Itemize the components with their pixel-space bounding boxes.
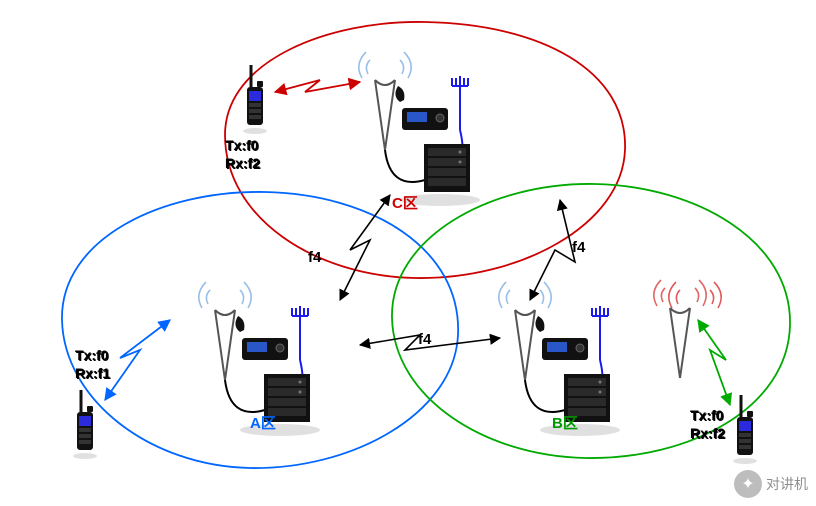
svg-text:Tx:f0: Tx:f0: [75, 347, 109, 363]
svg-text:Rx:f2: Rx:f2: [225, 155, 260, 171]
radio-link-top: [275, 80, 360, 92]
handheld-top: [243, 65, 267, 134]
txrx-left: Tx:f0 Tx:f0 Rx:f1 Rx:f1: [75, 347, 111, 382]
zone-label-c: C区: [392, 195, 418, 212]
freq-label-ac: f4: [308, 249, 322, 266]
zone-label-b: B区: [552, 415, 578, 432]
station-b-redwaves: [516, 282, 568, 308]
svg-text:Rx:f1: Rx:f1: [75, 365, 110, 381]
zone-label-a: A区: [250, 415, 276, 432]
txrx-top: Tx:f0 Tx:f0 Rx:f2 Rx:f2: [225, 137, 261, 172]
station-b-right-tower: [654, 280, 706, 378]
watermark: ✦ 对讲机: [734, 470, 808, 498]
radio-link-right: [698, 320, 730, 405]
svg-text:Rx:f2: Rx:f2: [690, 425, 725, 441]
svg-text:Tx:f0: Tx:f0: [225, 137, 259, 153]
svg-text:Tx:f0: Tx:f0: [690, 407, 724, 423]
txrx-right: Tx:f0 Tx:f0 Rx:f2 Rx:f2: [690, 407, 726, 442]
base-station-a: [199, 282, 320, 436]
base-station-c: [359, 52, 480, 206]
freq-label-bc: f4: [572, 239, 586, 256]
radio-link-left: [105, 320, 170, 400]
handheld-right: [733, 395, 757, 464]
station-b-waves-red: [669, 282, 721, 308]
handheld-left: [73, 390, 97, 459]
watermark-text: 对讲机: [766, 474, 808, 494]
wechat-icon: ✦: [734, 470, 762, 498]
freq-label-ab: f4: [418, 331, 432, 348]
link-arrow-b-c: [530, 200, 575, 300]
